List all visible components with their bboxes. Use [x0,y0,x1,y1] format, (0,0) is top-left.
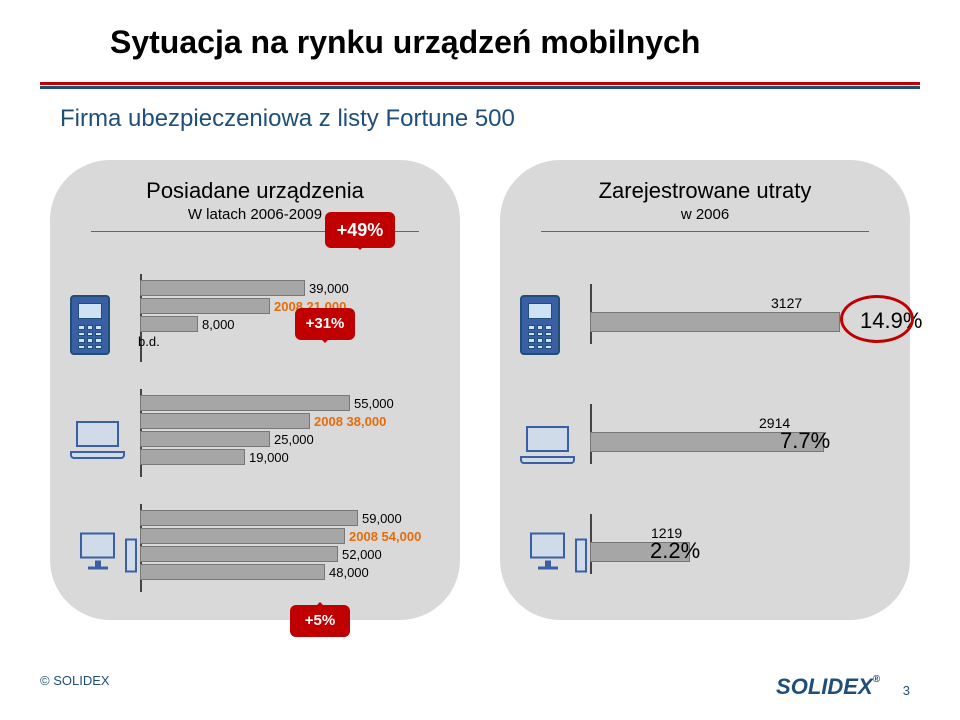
bar: 19,000 [140,449,245,465]
bars-desktop: 59,000 2008 54,000 52,000 48,000 [140,510,358,582]
loss-row-desktop: 1219 2.2% [520,520,890,590]
rule-blue [40,86,920,89]
loss-pct-desktop: 2.2% [650,538,700,564]
panel-left-title: Posiadane urządzenia [50,160,460,204]
panel-right-rule [541,231,869,232]
callout-main: +49% [325,212,395,248]
panel-registered-loss: Zarejestrowane utraty w 2006 3127 14.9% [500,160,910,620]
bar: 2008 54,000 [140,528,345,544]
bar: 25,000 [140,431,270,447]
row-desktop: 59,000 2008 54,000 52,000 48,000 [70,510,440,600]
highlight-circle [840,295,914,343]
callout-desktop: +5% [290,605,350,637]
bar: 2008 21,000 [140,298,270,314]
footer-brand: SOLIDEX® [776,674,880,700]
loss-row-laptop: 2914 7.7% [520,410,890,480]
phone-icon [70,295,110,355]
bar: 8,000 [140,316,198,332]
bar: 55,000 [140,395,350,411]
callout-phone: +31% [295,308,355,340]
footer-copyright: © SOLIDEX [40,673,110,688]
row-laptop: 55,000 2008 38,000 25,000 19,000 [70,395,440,485]
desktop-icon [70,533,125,578]
loss-bar: 3127 [590,312,840,332]
bar: 59,000 [140,510,358,526]
loss-bars: 3127 [590,312,840,332]
laptop-icon [520,426,575,464]
panel-owned-devices: Posiadane urządzenia W latach 2006-2009 … [50,160,460,620]
loss-pct-laptop: 7.7% [780,428,830,454]
bar: 2008 38,000 [140,413,310,429]
slide-subtitle: Firma ubezpieczeniowa z listy Fortune 50… [60,105,515,133]
slide-title: Sytuacja na rynku urządzeń mobilnych [110,24,700,61]
loss-row-phone: 3127 14.9% [520,290,890,360]
footer-page: 3 [903,683,910,698]
rule-red [40,82,920,85]
panel-right-sub: w 2006 [500,206,910,223]
bar-empty: b.d. [140,334,305,350]
slide: Sytuacja na rynku urządzeń mobilnych Fir… [0,0,960,720]
bar: 52,000 [140,546,338,562]
row-phone: 39,000 2008 21,000 8,000 b.d. +31% [70,280,440,370]
bars-phone: 39,000 2008 21,000 8,000 b.d. [140,280,305,350]
footer: © SOLIDEX SOLIDEX® 3 [40,672,920,700]
panel-left-sub: W latach 2006-2009 [50,206,460,223]
bar: 39,000 [140,280,305,296]
bars-laptop: 55,000 2008 38,000 25,000 19,000 [140,395,350,467]
panel-right-title: Zarejestrowane utraty [500,160,910,204]
bar: 48,000 [140,564,325,580]
desktop-icon [520,533,575,578]
phone-icon [520,295,560,355]
laptop-icon [70,421,125,459]
